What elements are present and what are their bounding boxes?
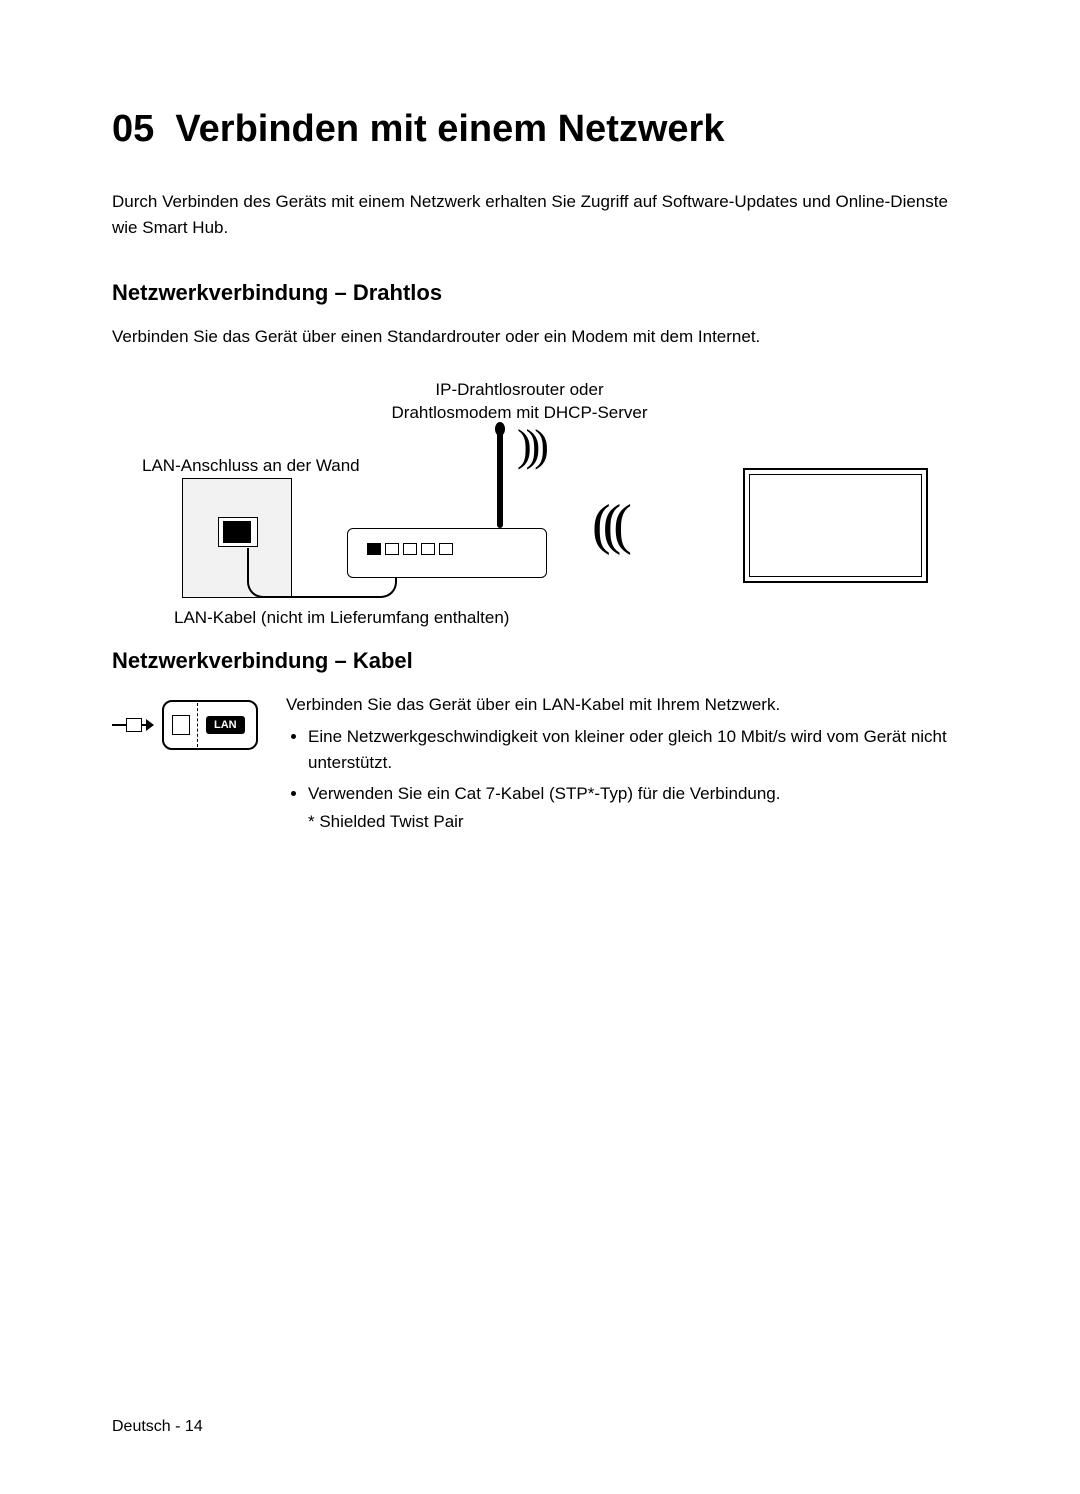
wired-bullet-list: Eine Netzwerkgeschwindigkeit von kleiner… <box>286 724 968 835</box>
lan-port-dash-icon <box>164 703 198 747</box>
intro-paragraph: Durch Verbinden des Geräts mit einem Net… <box>112 189 968 240</box>
router-illustration <box>347 508 547 578</box>
page-footer: Deutsch - 14 <box>112 1418 203 1436</box>
wired-intro-text: Verbinden Sie das Gerät über ein LAN-Kab… <box>286 692 968 718</box>
wired-section-body: LAN Verbinden Sie das Gerät über ein LAN… <box>112 692 968 840</box>
wall-port-label: LAN-Anschluss an der Wand <box>142 456 360 476</box>
wired-section-title: Netzwerkverbindung – Kabel <box>112 648 968 674</box>
display-device-icon <box>743 468 928 583</box>
chapter-heading: Verbinden mit einem Netzwerk <box>175 108 724 150</box>
wired-bullet-2-text: Verwenden Sie ein Cat 7-Kabel (STP*-Typ)… <box>308 784 781 803</box>
lan-arrow-head-icon <box>146 719 154 731</box>
wifi-signal-out-icon: ))) <box>517 420 543 471</box>
stp-footnote: * Shielded Twist Pair <box>308 809 968 835</box>
router-antenna-tip-icon <box>495 422 505 436</box>
wifi-signal-in-icon: ((( <box>592 493 624 557</box>
chapter-number: 05 <box>112 108 154 150</box>
display-screen-inner <box>749 474 922 577</box>
lan-plug-icon <box>126 718 142 732</box>
wired-content: Verbinden Sie das Gerät über ein LAN-Kab… <box>286 692 968 840</box>
router-label-line1: IP-Drahtlosrouter oder <box>435 380 603 399</box>
wireless-section-text: Verbinden Sie das Gerät über einen Stand… <box>112 324 968 350</box>
lan-badge: LAN <box>206 716 245 734</box>
lan-jack-icon <box>172 715 190 735</box>
lan-port-box-icon: LAN <box>162 700 258 750</box>
router-ports-icon <box>367 543 453 555</box>
router-antenna-icon <box>497 428 503 528</box>
chapter-title: 05 Verbinden mit einem Netzwerk <box>112 108 968 151</box>
lan-port-illustration: LAN <box>112 698 262 753</box>
lan-cable-note: LAN-Kabel (nicht im Lieferumfang enthalt… <box>174 608 509 628</box>
wired-bullet-2: Verwenden Sie ein Cat 7-Kabel (STP*-Typ)… <box>308 781 968 836</box>
wireless-diagram: IP-Drahtlosrouter oder Drahtlosmodem mit… <box>112 378 968 628</box>
wall-plug-icon <box>223 521 251 543</box>
wireless-section-title: Netzwerkverbindung – Drahtlos <box>112 280 968 306</box>
router-label: IP-Drahtlosrouter oder Drahtlosmodem mit… <box>392 378 648 426</box>
wired-bullet-1: Eine Netzwerkgeschwindigkeit von kleiner… <box>308 724 968 777</box>
